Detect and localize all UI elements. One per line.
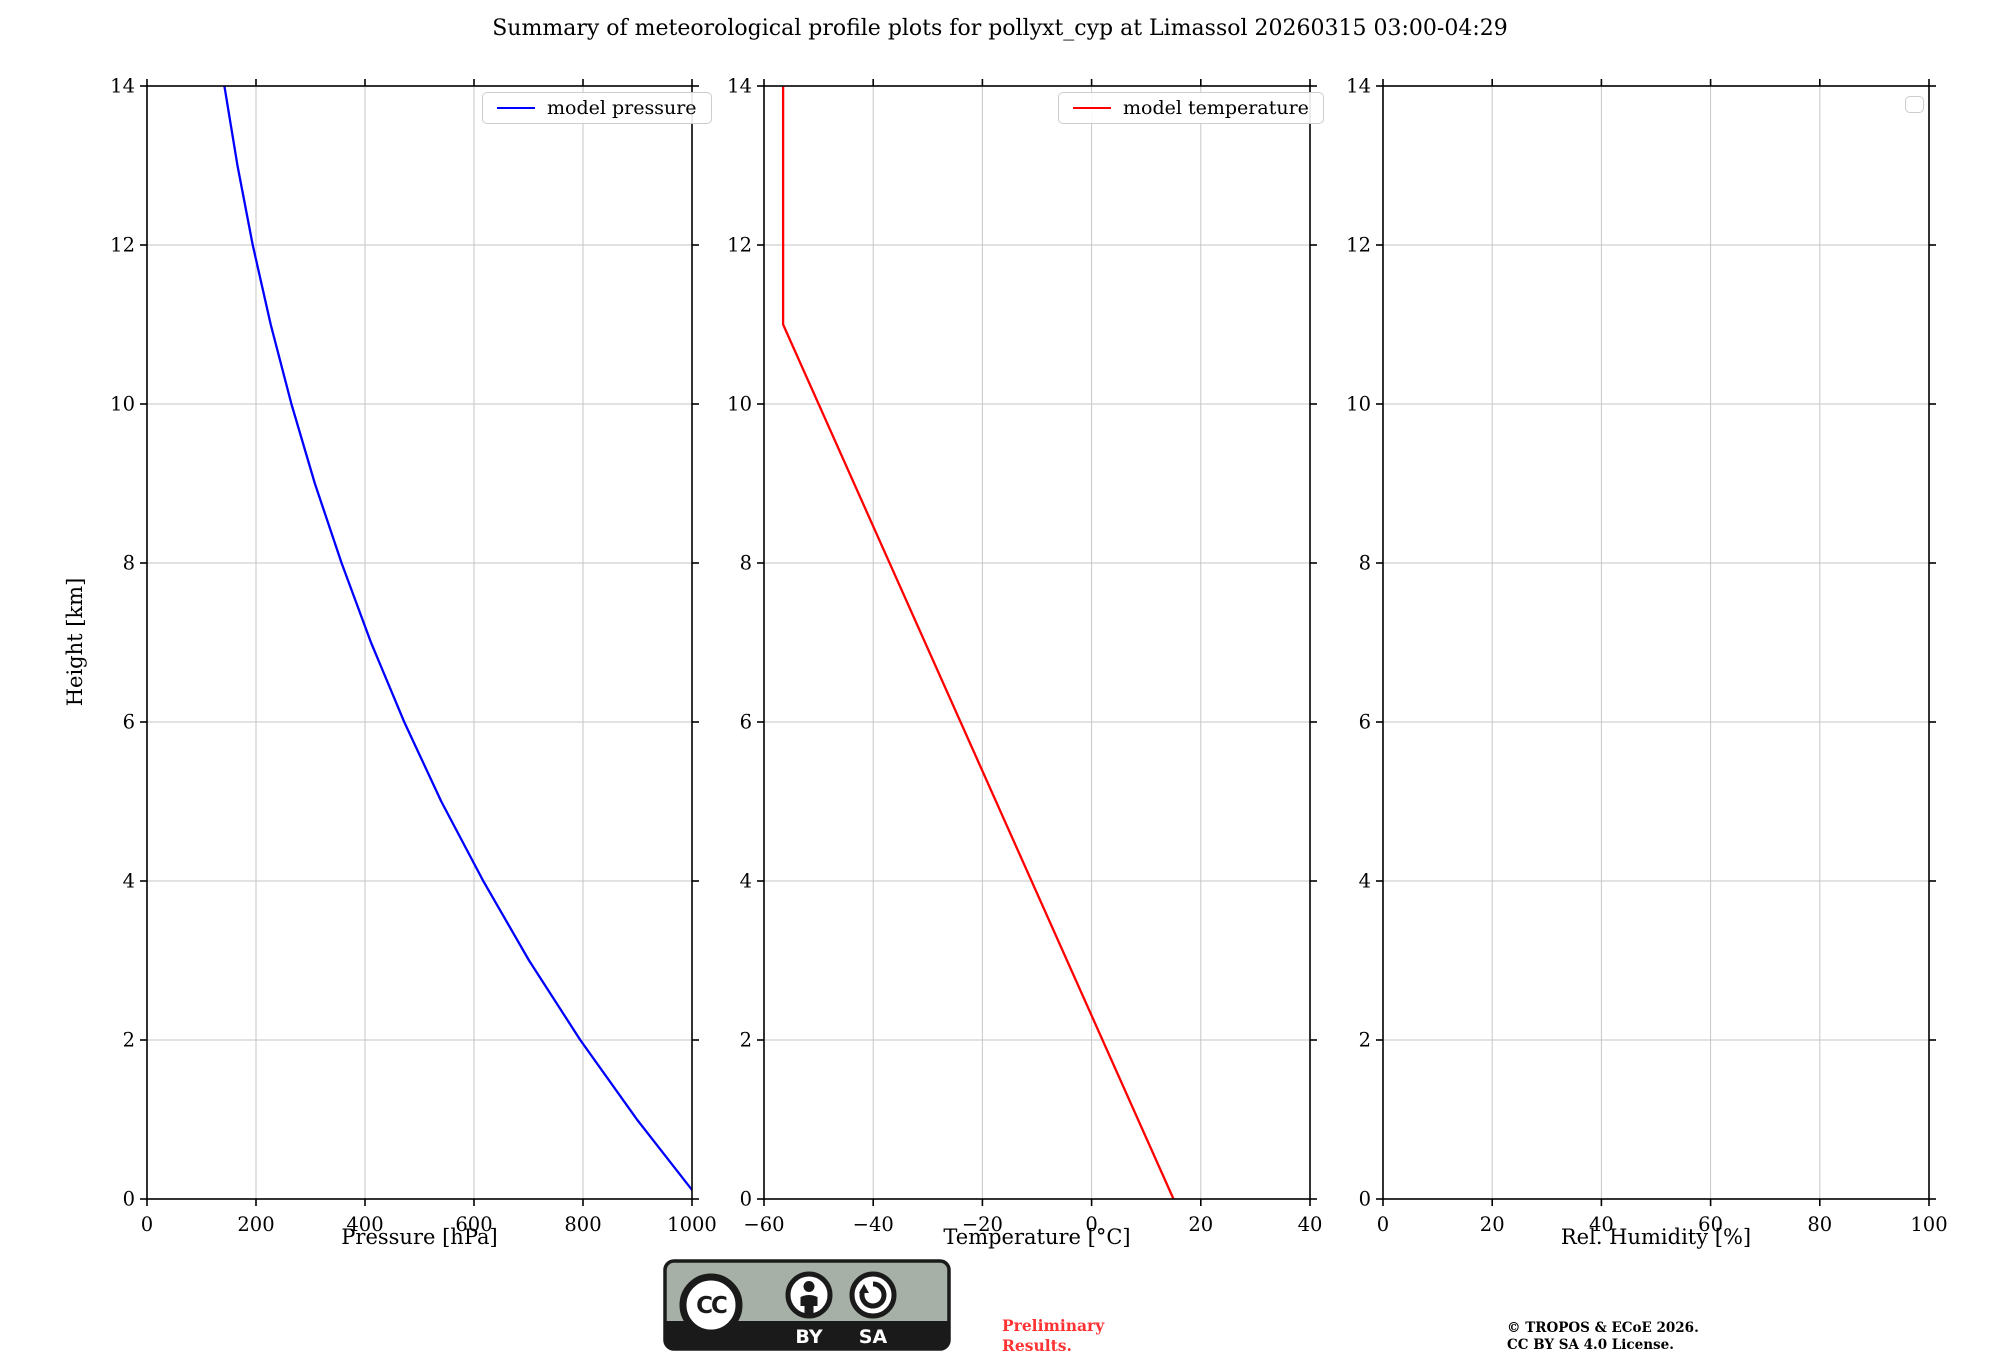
badge-sa-label: SA — [859, 1326, 888, 1348]
humidity-axis-label: Rel. Humidity [%] — [1560, 1225, 1752, 1249]
temperature-axis-label: Temperature [°C] — [943, 1225, 1131, 1249]
svg-text:60: 60 — [1698, 1213, 1723, 1236]
svg-text:80: 80 — [1807, 1213, 1832, 1236]
cc-logo-icon: CC — [679, 1273, 743, 1337]
svg-text:800: 800 — [564, 1213, 601, 1236]
svg-text:6: 6 — [123, 711, 135, 734]
svg-text:−40: −40 — [853, 1213, 894, 1236]
blue-line-icon — [497, 107, 535, 109]
svg-text:8: 8 — [123, 552, 135, 575]
svg-text:10: 10 — [110, 393, 135, 416]
svg-text:8: 8 — [1359, 552, 1371, 575]
svg-text:6: 6 — [740, 711, 752, 734]
svg-text:2: 2 — [1359, 1029, 1371, 1052]
legend-label: model temperature — [1123, 97, 1309, 119]
cc-by-sa-badge-icon: CC BY SA — [663, 1259, 951, 1351]
svg-text:0: 0 — [740, 1188, 752, 1211]
svg-text:200: 200 — [237, 1213, 274, 1236]
legend-label: model pressure — [547, 97, 697, 119]
svg-text:4: 4 — [740, 870, 752, 893]
svg-text:12: 12 — [727, 234, 752, 257]
svg-text:40: 40 — [1298, 1213, 1323, 1236]
svg-text:20: 20 — [1480, 1213, 1505, 1236]
svg-text:600: 600 — [455, 1213, 492, 1236]
svg-text:14: 14 — [727, 75, 752, 98]
pressure-legend: model pressure — [482, 92, 712, 124]
cc-sa-arrow-icon — [849, 1271, 897, 1319]
svg-text:0: 0 — [1085, 1213, 1097, 1236]
svg-text:400: 400 — [346, 1213, 383, 1236]
svg-text:−60: −60 — [743, 1213, 784, 1236]
badge-by-label: BY — [795, 1326, 822, 1348]
svg-text:10: 10 — [1346, 393, 1371, 416]
svg-text:20: 20 — [1188, 1213, 1213, 1236]
copyright-note: © TROPOS & ECoE 2026. CC BY SA 4.0 Licen… — [1507, 1320, 1699, 1353]
svg-text:−20: −20 — [962, 1213, 1003, 1236]
svg-text:12: 12 — [1346, 234, 1371, 257]
preliminary-results-note: Preliminary Results. — [1002, 1316, 1105, 1356]
svg-text:0: 0 — [1359, 1188, 1371, 1211]
cc-by-person-icon — [785, 1271, 833, 1319]
svg-text:6: 6 — [1359, 711, 1371, 734]
svg-text:0: 0 — [123, 1188, 135, 1211]
y-axis-label: Height [km] — [63, 577, 87, 707]
svg-text:0: 0 — [1377, 1213, 1389, 1236]
red-line-icon — [1073, 107, 1111, 109]
svg-text:12: 12 — [110, 234, 135, 257]
svg-text:10: 10 — [727, 393, 752, 416]
svg-text:100: 100 — [1910, 1213, 1947, 1236]
svg-text:4: 4 — [123, 870, 135, 893]
svg-text:CC: CC — [696, 1293, 727, 1319]
temperature-legend: model temperature — [1058, 92, 1324, 124]
svg-text:8: 8 — [740, 552, 752, 575]
svg-text:4: 4 — [1359, 870, 1371, 893]
humidity-legend-empty — [1905, 96, 1924, 113]
svg-text:2: 2 — [123, 1029, 135, 1052]
svg-text:1000: 1000 — [667, 1213, 717, 1236]
svg-text:40: 40 — [1589, 1213, 1614, 1236]
pressure-axis-label: Pressure [hPa] — [341, 1225, 498, 1249]
svg-text:14: 14 — [1346, 75, 1371, 98]
page-title: Summary of meteorological profile plots … — [492, 16, 1508, 41]
svg-text:2: 2 — [740, 1029, 752, 1052]
svg-text:14: 14 — [110, 75, 135, 98]
cc-by-sa-badge: CC BY SA — [663, 1259, 951, 1355]
svg-text:0: 0 — [141, 1213, 153, 1236]
